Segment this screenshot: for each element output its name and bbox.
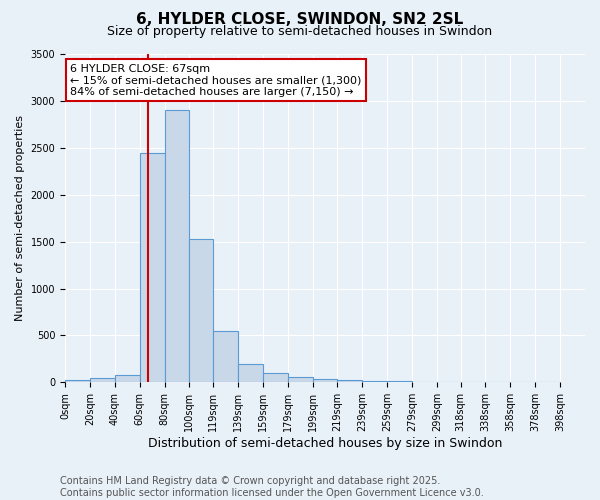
Bar	[65, 380, 90, 382]
Bar	[140, 152, 164, 382]
Bar	[238, 364, 263, 382]
Bar	[337, 380, 362, 382]
Bar	[213, 330, 238, 382]
Text: 6 HYLDER CLOSE: 67sqm
← 15% of semi-detached houses are smaller (1,300)
84% of s: 6 HYLDER CLOSE: 67sqm ← 15% of semi-deta…	[70, 64, 362, 97]
Bar	[362, 381, 387, 382]
Bar	[115, 375, 140, 382]
Text: 6, HYLDER CLOSE, SWINDON, SN2 2SL: 6, HYLDER CLOSE, SWINDON, SN2 2SL	[136, 12, 464, 28]
Y-axis label: Number of semi-detached properties: Number of semi-detached properties	[15, 115, 25, 321]
X-axis label: Distribution of semi-detached houses by size in Swindon: Distribution of semi-detached houses by …	[148, 437, 502, 450]
Bar	[313, 379, 337, 382]
Bar	[287, 376, 313, 382]
Text: Contains HM Land Registry data © Crown copyright and database right 2025.
Contai: Contains HM Land Registry data © Crown c…	[60, 476, 484, 498]
Bar	[164, 110, 190, 382]
Text: Size of property relative to semi-detached houses in Swindon: Size of property relative to semi-detach…	[107, 25, 493, 38]
Bar	[263, 373, 287, 382]
Bar	[90, 378, 115, 382]
Bar	[190, 240, 213, 382]
